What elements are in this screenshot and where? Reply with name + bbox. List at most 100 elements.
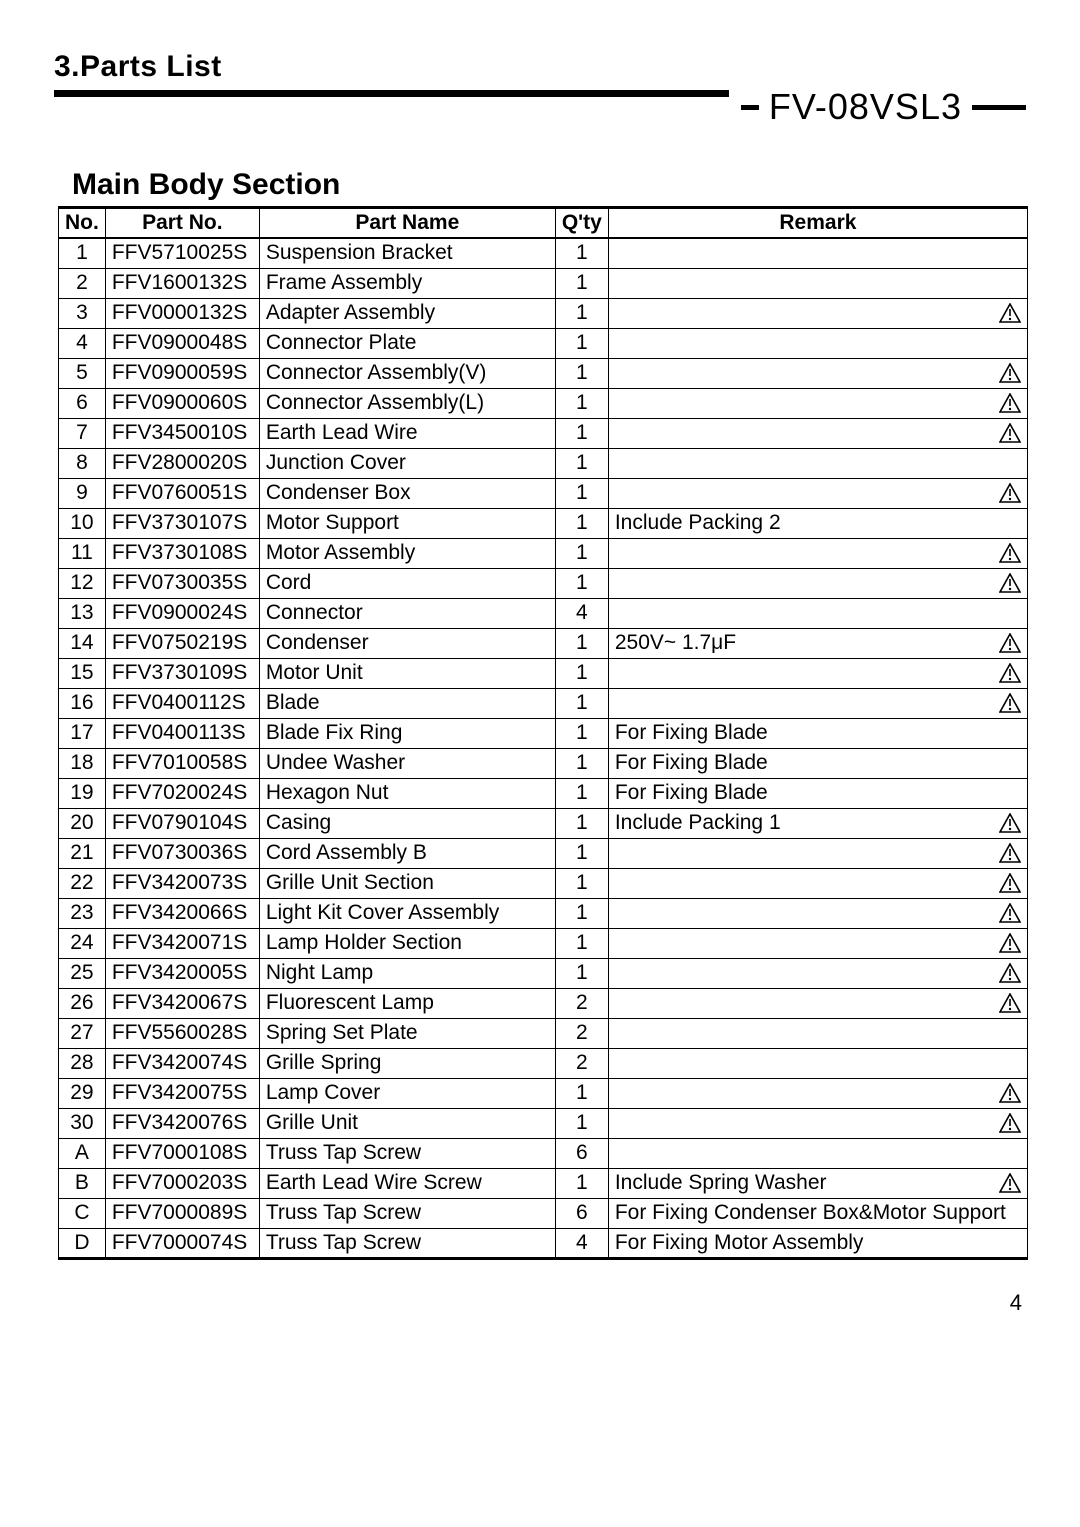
- table-row: 14FFV0750219SCondenser1250V~ 1.7μF: [59, 628, 1028, 658]
- cell-name: Frame Assembly: [259, 268, 555, 298]
- cell-remark: [608, 1108, 1027, 1138]
- table-row: 22FFV3420073SGrille Unit Section1: [59, 868, 1028, 898]
- cell-partno: FFV3420074S: [105, 1048, 259, 1078]
- cell-name: Earth Lead Wire Screw: [259, 1168, 555, 1198]
- cell-qty: 1: [555, 808, 608, 838]
- cell-qty: 1: [555, 658, 608, 688]
- cell-remark: [608, 1018, 1027, 1048]
- cell-no: 11: [59, 538, 106, 568]
- table-row: 28FFV3420074SGrille Spring2: [59, 1048, 1028, 1078]
- cell-name: Night Lamp: [259, 958, 555, 988]
- cell-name: Fluorescent Lamp: [259, 988, 555, 1018]
- warning-icon: [999, 843, 1021, 863]
- cell-qty: 1: [555, 238, 608, 268]
- table-row: 15FFV3730109SMotor Unit1: [59, 658, 1028, 688]
- table-row: 25FFV3420005SNight Lamp1: [59, 958, 1028, 988]
- cell-qty: 1: [555, 868, 608, 898]
- warning-icon: [999, 303, 1021, 323]
- cell-partno: FFV5710025S: [105, 238, 259, 268]
- cell-remark: Include Spring Washer: [608, 1168, 1027, 1198]
- warning-icon: [999, 663, 1021, 683]
- cell-no: 13: [59, 598, 106, 628]
- warning-icon: [999, 393, 1021, 413]
- table-row: 6FFV0900060SConnector Assembly(L)1: [59, 388, 1028, 418]
- cell-partno: FFV0400112S: [105, 688, 259, 718]
- col-header-name: Part Name: [259, 208, 555, 239]
- cell-qty: 1: [555, 298, 608, 328]
- cell-no: 10: [59, 508, 106, 538]
- cell-qty: 4: [555, 1228, 608, 1258]
- warning-icon: [999, 993, 1021, 1013]
- cell-partno: FFV3420075S: [105, 1078, 259, 1108]
- cell-remark: [608, 478, 1027, 508]
- cell-remark: Include Packing 1: [608, 808, 1027, 838]
- cell-qty: 1: [555, 898, 608, 928]
- cell-qty: 6: [555, 1198, 608, 1228]
- cell-remark: Include Packing 2: [608, 508, 1027, 538]
- table-row: DFFV7000074STruss Tap Screw4For Fixing M…: [59, 1228, 1028, 1258]
- warning-icon: [999, 633, 1021, 653]
- cell-remark: [608, 448, 1027, 478]
- cell-remark: [608, 328, 1027, 358]
- table-row: 9FFV0760051SCondenser Box1: [59, 478, 1028, 508]
- cell-partno: FFV7010058S: [105, 748, 259, 778]
- cell-name: Motor Assembly: [259, 538, 555, 568]
- cell-remark: [608, 838, 1027, 868]
- parts-table: No. Part No. Part Name Q'ty Remark 1 FFV5…: [58, 206, 1028, 1260]
- table-row: 3FFV0000132SAdapter Assembly1: [59, 298, 1028, 328]
- cell-name: Adapter Assembly: [259, 298, 555, 328]
- cell-partno: FFV3420005S: [105, 958, 259, 988]
- cell-no: 12: [59, 568, 106, 598]
- cell-remark: For Fixing Motor Assembly: [608, 1228, 1027, 1258]
- cell-partno: FFV0730035S: [105, 568, 259, 598]
- cell-partno: FFV0900024S: [105, 598, 259, 628]
- model-label-container: FV-08VSL3: [729, 86, 1026, 128]
- col-header-qty: Q'ty: [555, 208, 608, 239]
- cell-remark: [608, 268, 1027, 298]
- cell-partno: FFV7020024S: [105, 778, 259, 808]
- cell-qty: 1: [555, 688, 608, 718]
- cell-remark: For Fixing Blade: [608, 718, 1027, 748]
- cell-partno: FFV7000089S: [105, 1198, 259, 1228]
- cell-name: Truss Tap Screw: [259, 1228, 555, 1258]
- cell-name: Lamp Holder Section: [259, 928, 555, 958]
- cell-name: Motor Support: [259, 508, 555, 538]
- cell-remark: [608, 358, 1027, 388]
- warning-icon: [999, 363, 1021, 383]
- cell-name: Connector Plate: [259, 328, 555, 358]
- cell-qty: 1: [555, 568, 608, 598]
- cell-no: 21: [59, 838, 106, 868]
- cell-remark: For Fixing Blade: [608, 778, 1027, 808]
- cell-qty: 2: [555, 1018, 608, 1048]
- cell-name: Hexagon Nut: [259, 778, 555, 808]
- table-header-row: No. Part No. Part Name Q'ty Remark: [59, 208, 1028, 239]
- cell-remark: For Fixing Condenser Box&Motor Support: [608, 1198, 1027, 1228]
- cell-name: Earth Lead Wire: [259, 418, 555, 448]
- cell-qty: 2: [555, 1048, 608, 1078]
- table-row: 2FFV1600132SFrame Assembly1: [59, 268, 1028, 298]
- cell-no: 23: [59, 898, 106, 928]
- cell-remark: [608, 868, 1027, 898]
- warning-icon: [999, 543, 1021, 563]
- section-title: 3.Parts List: [54, 50, 1026, 84]
- cell-remark: [608, 568, 1027, 598]
- warning-icon: [999, 693, 1021, 713]
- cell-partno: FFV7000108S: [105, 1138, 259, 1168]
- cell-name: Junction Cover: [259, 448, 555, 478]
- table-row: 12FFV0730035SCord1: [59, 568, 1028, 598]
- table-row: CFFV7000089STruss Tap Screw6For Fixing C…: [59, 1198, 1028, 1228]
- col-header-remark: Remark: [608, 208, 1027, 239]
- cell-no: 3: [59, 298, 106, 328]
- cell-name: Blade: [259, 688, 555, 718]
- cell-name: Connector Assembly(L): [259, 388, 555, 418]
- cell-no: 4: [59, 328, 106, 358]
- cell-partno: FFV3420071S: [105, 928, 259, 958]
- table-row: 16FFV0400112SBlade1: [59, 688, 1028, 718]
- cell-no: 30: [59, 1108, 106, 1138]
- cell-partno: FFV3420073S: [105, 868, 259, 898]
- cell-no: 8: [59, 448, 106, 478]
- cell-name: Grille Unit Section: [259, 868, 555, 898]
- cell-partno: FFV0900060S: [105, 388, 259, 418]
- warning-icon: [999, 873, 1021, 893]
- cell-no: 19: [59, 778, 106, 808]
